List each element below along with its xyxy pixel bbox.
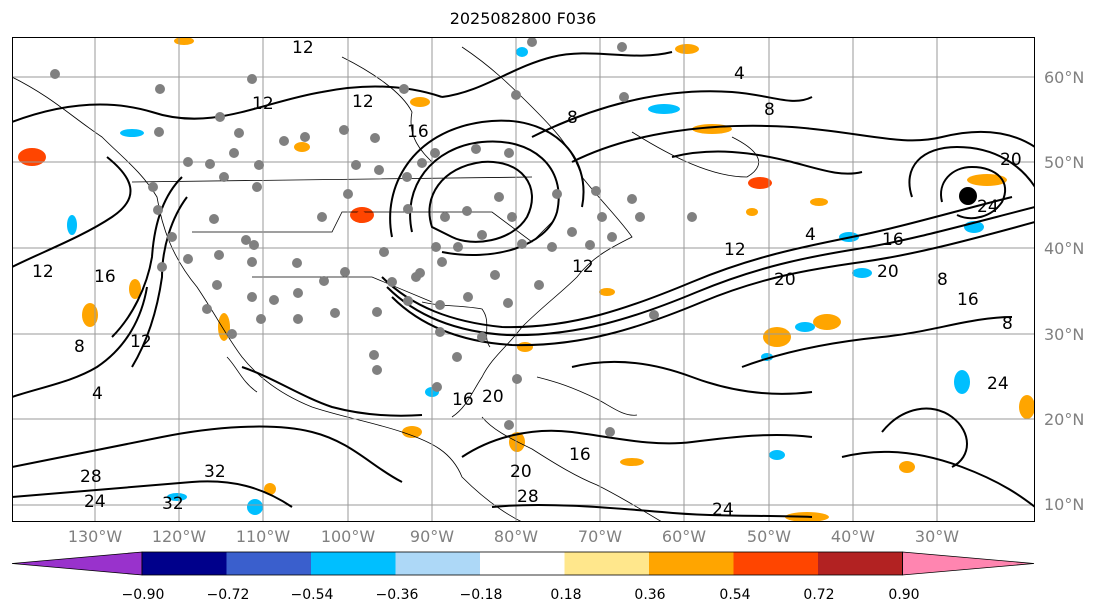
contour-label: 12 (32, 262, 54, 282)
colorbar-segment (649, 552, 734, 575)
longitude-label-90w: 90°W (409, 527, 455, 546)
map-frame (12, 37, 1035, 522)
contour-label: 12 (572, 257, 594, 277)
colorbar-segment (226, 552, 311, 575)
contour-label: 4 (92, 384, 103, 404)
colorbar-frame (141, 551, 903, 576)
longitude-label-130w: 130°W (67, 527, 123, 546)
colorbar-tick-label: 0.18 (550, 587, 582, 603)
contour-label: 12 (724, 240, 746, 260)
contour-label: 8 (1002, 314, 1013, 334)
contour-label: 20 (482, 387, 504, 407)
contour-labels: 12 12 12 12 12 12 12 8 8 8 8 8 4 4 4 16 … (32, 38, 1022, 520)
longitude-label-70w: 70°W (577, 527, 623, 546)
contour-label: 8 (764, 100, 775, 120)
colorbar (11, 551, 1035, 576)
contour-label: 12 (130, 332, 152, 352)
coastlines (12, 46, 760, 522)
station-markers (50, 37, 697, 437)
contour-label: 20 (877, 262, 899, 282)
longitude-label-30w: 30°W (914, 527, 960, 546)
contour-label: 8 (937, 270, 948, 290)
contour-label: 24 (977, 197, 999, 217)
longitude-label-120w: 120°W (151, 527, 207, 546)
contour-label: 12 (292, 38, 314, 58)
contour-label: 32 (162, 494, 184, 514)
colorbar-tick-label: 0.72 (803, 587, 835, 603)
map-panel: 12 12 12 12 12 12 12 8 8 8 8 8 4 4 4 16 … (12, 37, 1035, 522)
contour-label: 28 (517, 487, 539, 507)
colorbar-tick-label: −0.72 (206, 587, 250, 603)
colorbar-segment (902, 551, 1035, 576)
colorbar-tick-label: 0.90 (888, 587, 920, 603)
contour-label: 4 (805, 225, 816, 245)
contour-label: 24 (987, 374, 1009, 394)
colorbar-tick-label: −0.54 (290, 587, 334, 603)
colorbar-segment (480, 552, 565, 575)
colorbar-tick-label: −0.36 (375, 587, 419, 603)
contour-label: 32 (204, 462, 226, 482)
latitude-label-10n: 10°N (1044, 495, 1085, 514)
colorbar-tick-label: 0.36 (634, 587, 666, 603)
map-title: 2025082800 F036 (449, 9, 597, 28)
contour-label: 16 (452, 390, 474, 410)
colorbar-segment (311, 552, 396, 575)
colorbar-segment (818, 552, 903, 575)
contour-label: 16 (407, 122, 429, 142)
contour-label: 8 (567, 108, 578, 128)
colorbar-segment (564, 552, 649, 575)
contour-label: 20 (510, 462, 532, 482)
contour-label: 16 (957, 290, 979, 310)
longitude-label-100w: 100°W (320, 527, 376, 546)
longitude-label-50w: 50°W (746, 527, 792, 546)
contour-label: 20 (1000, 150, 1022, 170)
longitude-label-40w: 40°W (830, 527, 876, 546)
contour-label: 12 (252, 94, 274, 114)
contour-label: 4 (734, 64, 745, 84)
longitude-label-110w: 110°W (235, 527, 291, 546)
colorbar-segment (733, 552, 818, 575)
contour-label: 16 (569, 445, 591, 465)
colorbar-segment (395, 552, 480, 575)
latitude-label-40n: 40°N (1044, 239, 1085, 258)
latitude-label-60n: 60°N (1044, 68, 1085, 87)
colorbar-segment (11, 551, 143, 576)
contour-label: 16 (882, 230, 904, 250)
colorbar-segments (11, 551, 1035, 576)
contour-label: 8 (74, 337, 85, 357)
contour-label: 20 (774, 270, 796, 290)
latitude-label-50n: 50°N (1044, 153, 1085, 172)
longitude-label-60w: 60°W (661, 527, 707, 546)
contour-label: 28 (80, 467, 102, 487)
contour-label: 24 (712, 500, 734, 520)
latitude-label-20n: 20°N (1044, 410, 1085, 429)
longitude-label-80w: 80°W (493, 527, 539, 546)
colorbar-tick-label: −0.18 (459, 587, 503, 603)
colorbar-tick-label: 0.54 (719, 587, 751, 603)
latitude-label-30n: 30°N (1044, 325, 1085, 344)
contour-label: 24 (84, 492, 106, 512)
contour-label: 16 (94, 267, 116, 287)
highlight-markers (355, 187, 977, 223)
colorbar-tick-label: −0.90 (121, 587, 165, 603)
colorbar-segment (142, 552, 227, 575)
contour-label: 12 (352, 92, 374, 112)
